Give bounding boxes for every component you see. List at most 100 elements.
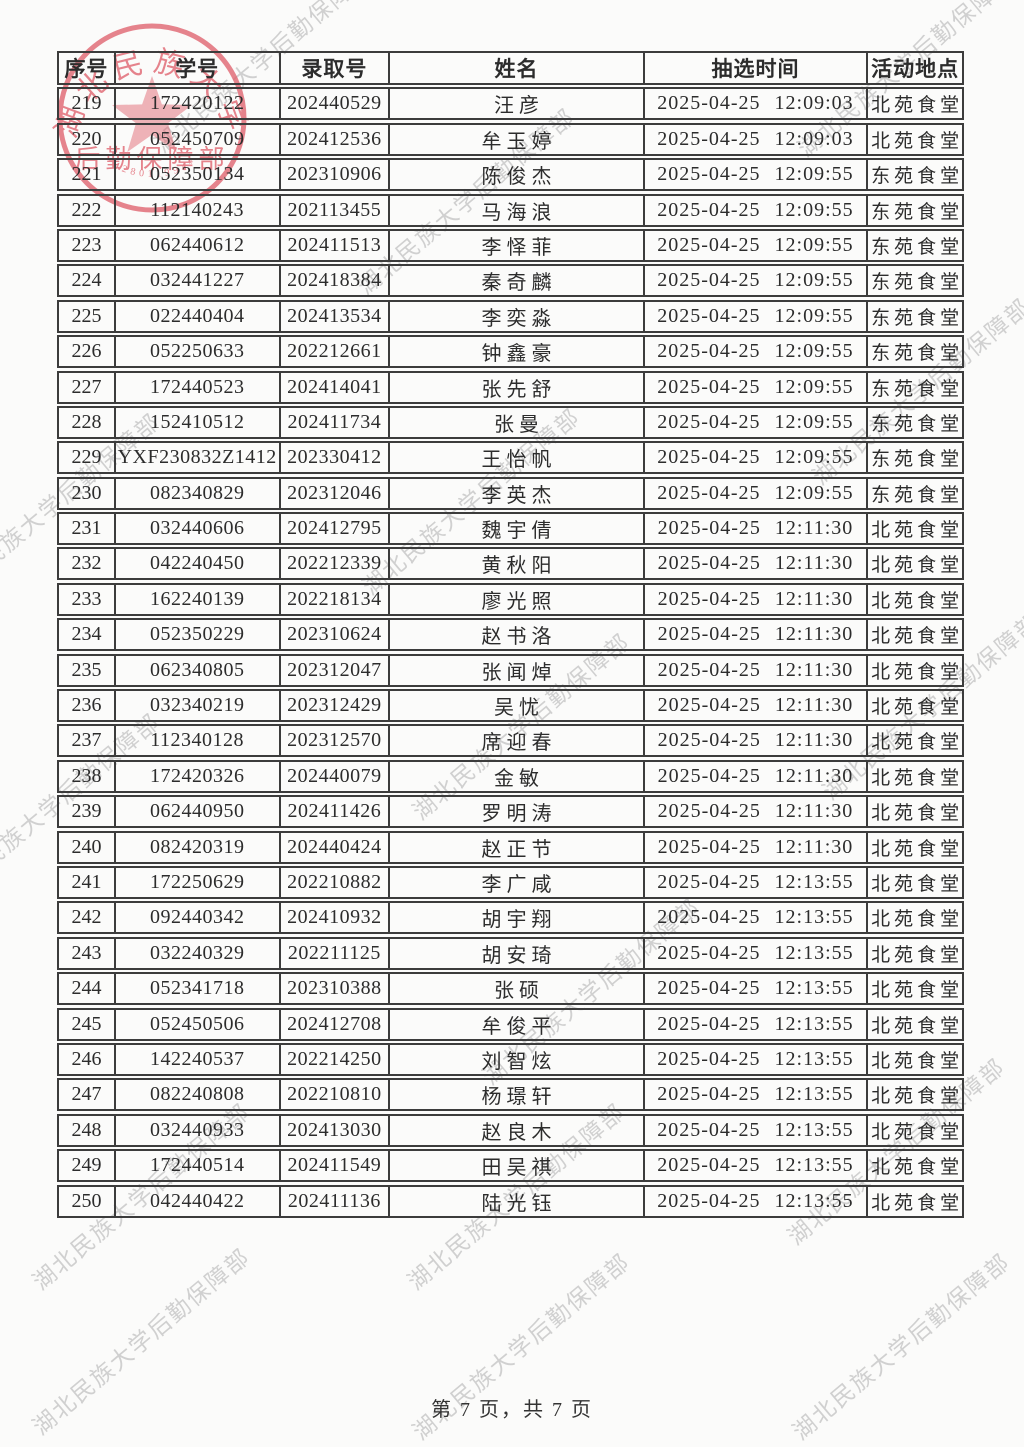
table-body: 219 172420122 202440529 汪彦 2025-04-25 12:09:…: [57, 87, 964, 1218]
col-header-draw-time: 抽选时间: [642, 53, 867, 83]
cell-location: 北苑食堂: [866, 1080, 962, 1110]
cell-name: 赵良木: [388, 1115, 642, 1145]
cell-admission-no: 202410932: [278, 903, 389, 933]
cell-student-id: 042440422: [113, 1186, 279, 1216]
cell-location: 北苑食堂: [866, 903, 962, 933]
cell-index: 231: [71, 517, 102, 540]
col-header-student-id: 学号: [113, 53, 279, 83]
cell-admission-no: 202440079: [278, 761, 389, 791]
table-row: 233 162240139 202218134 廖光照 2025-04-25 12:11…: [57, 582, 964, 616]
cell-admission-no: 202113455: [278, 195, 389, 225]
cell-student-id: 112340128: [113, 726, 279, 756]
cell-name: 张先舒: [388, 372, 642, 402]
page-footer: 第 7 页，共 7 页: [431, 1399, 593, 1421]
cell-draw-time: 2025-04-25 12:13:55: [642, 1044, 867, 1074]
table-row: 229 YXF230832Z1412 202330412 王怡帆 2025-04-25 …: [57, 441, 964, 475]
table-header-row: 序号 学号 录取号 姓名 抽选时间 活动地点: [57, 51, 964, 85]
cell-draw-time: 2025-04-25 12:11:30: [642, 655, 867, 685]
cell-location: 北苑食堂: [866, 691, 962, 721]
cell-draw-time: 2025-04-25 12:11:30: [642, 620, 867, 650]
cell-index: 244: [71, 977, 102, 1000]
cell-draw-time: 2025-04-25 12:09:55: [642, 266, 867, 296]
table-row: 232 042240450 202212339 黄秋阳 2025-04-25 12:11…: [57, 547, 964, 581]
cell-student-id: 142240537: [113, 1044, 279, 1074]
table-row: 238 172420326 202440079 金敏 2025-04-25 12:11:…: [57, 759, 964, 793]
cell-admission-no: 202440529: [278, 89, 389, 119]
table-row: 231 032440606 202412795 魏宇倩 2025-04-25 12:11…: [57, 512, 964, 546]
cell-name: 李英杰: [388, 478, 642, 508]
cell-name: 牟玉婷: [388, 124, 642, 154]
cell-index: 245: [71, 1012, 102, 1035]
cell-location: 北苑食堂: [866, 938, 962, 968]
cell-admission-no: 202210810: [278, 1080, 389, 1110]
cell-index: 246: [71, 1047, 102, 1070]
cell-index: 222: [71, 198, 102, 221]
cell-location: 北苑食堂: [866, 620, 962, 650]
cell-admission-no: 202418384: [278, 266, 389, 296]
cell-location: 东苑食堂: [866, 337, 962, 367]
cell-location: 北苑食堂: [866, 832, 962, 862]
cell-location: 北苑食堂: [866, 1186, 962, 1216]
cell-student-id: 172250629: [113, 867, 279, 897]
cell-admission-no: 202310388: [278, 974, 389, 1004]
cell-draw-time: 2025-04-25 12:09:03: [642, 89, 867, 119]
cell-student-id: 032240329: [113, 938, 279, 968]
cell-index: 235: [71, 658, 102, 681]
cell-location: 北苑食堂: [866, 124, 962, 154]
table-row: 250 042440422 202411136 陆光钰 2025-04-25 12:13…: [57, 1184, 964, 1218]
cell-draw-time: 2025-04-25 12:13:55: [642, 1186, 867, 1216]
cell-admission-no: 202211125: [278, 938, 389, 968]
table-row: 219 172420122 202440529 汪彦 2025-04-25 12:09:…: [57, 87, 964, 121]
cell-student-id: 092440342: [113, 903, 279, 933]
cell-name: 刘智炫: [388, 1044, 642, 1074]
cell-draw-time: 2025-04-25 12:13:55: [642, 938, 867, 968]
cell-admission-no: 202411426: [278, 797, 389, 827]
cell-admission-no: 202310624: [278, 620, 389, 650]
cell-draw-time: 2025-04-25 12:13:55: [642, 1115, 867, 1145]
cell-name: 张曼: [388, 407, 642, 437]
cell-name: 田吴祺: [388, 1151, 642, 1181]
cell-name: 马海浪: [388, 195, 642, 225]
cell-admission-no: 202310906: [278, 160, 389, 190]
cell-index: 232: [71, 552, 102, 575]
cell-admission-no: 202413534: [278, 301, 389, 331]
cell-name: 牟俊平: [388, 1009, 642, 1039]
cell-admission-no: 202412536: [278, 124, 389, 154]
cell-location: 东苑食堂: [866, 478, 962, 508]
cell-location: 北苑食堂: [866, 761, 962, 791]
cell-location: 东苑食堂: [866, 301, 962, 331]
cell-location: 北苑食堂: [866, 1009, 962, 1039]
cell-student-id: 082340829: [113, 478, 279, 508]
cell-draw-time: 2025-04-25 12:11:30: [642, 584, 867, 614]
cell-draw-time: 2025-04-25 12:11:30: [642, 761, 867, 791]
cell-index: 225: [71, 304, 102, 327]
cell-name: 席迎春: [388, 726, 642, 756]
cell-index: 230: [71, 481, 102, 504]
cell-admission-no: 202312570: [278, 726, 389, 756]
cell-student-id: 052250633: [113, 337, 279, 367]
cell-index: 221: [71, 163, 102, 186]
table-row: 245 052450506 202412708 牟俊平 2025-04-25 12:13…: [57, 1007, 964, 1041]
cell-student-id: 032440606: [113, 514, 279, 544]
cell-draw-time: 2025-04-25 12:09:55: [642, 443, 867, 473]
table-row: 224 032441227 202418384 秦奇麟 2025-04-25 12:09…: [57, 264, 964, 298]
cell-index: 219: [71, 92, 102, 115]
table-row: 239 062440950 202411426 罗明涛 2025-04-25 12:11…: [57, 795, 964, 829]
table-row: 249 172440514 202411549 田吴祺 2025-04-25 12:13…: [57, 1149, 964, 1183]
cell-draw-time: 2025-04-25 12:11:30: [642, 832, 867, 862]
table-row: 242 092440342 202410932 胡宇翔 2025-04-25 12:13…: [57, 901, 964, 935]
cell-location: 东苑食堂: [866, 443, 962, 473]
cell-name: 吴忧: [388, 691, 642, 721]
col-header-name: 姓名: [388, 53, 642, 83]
cell-name: 陆光钰: [388, 1186, 642, 1216]
cell-student-id: 052350134: [113, 160, 279, 190]
cell-location: 北苑食堂: [866, 549, 962, 579]
cell-index: 236: [71, 694, 102, 717]
cell-location: 东苑食堂: [866, 230, 962, 260]
table-row: 244 052341718 202310388 张硕 2025-04-25 12:13:…: [57, 972, 964, 1006]
table-row: 236 032340219 202312429 吴忧 2025-04-25 12:11:…: [57, 689, 964, 723]
cell-name: 黄秋阳: [388, 549, 642, 579]
cell-student-id: 062440950: [113, 797, 279, 827]
cell-student-id: 172440523: [113, 372, 279, 402]
cell-location: 北苑食堂: [866, 867, 962, 897]
